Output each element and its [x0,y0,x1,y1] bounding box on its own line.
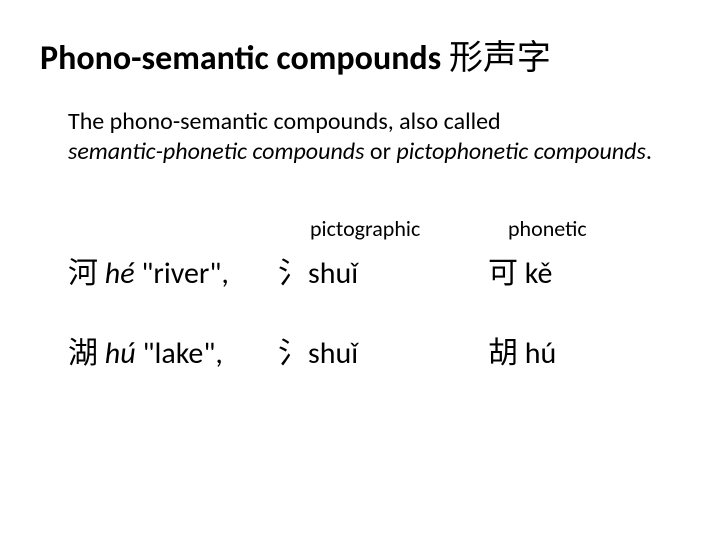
header-pictographic: pictographic [278,215,488,242]
desc-plain-or: or [364,137,396,166]
example-char: 湖 [68,337,98,370]
desc-period: . [646,137,652,166]
pictographic-cell: 氵shuǐ [278,328,488,372]
radical-reading: shuǐ [308,255,358,292]
title-cjk: 形声字 [449,40,551,77]
description-paragraph: The phono-semantic compounds, also calle… [68,107,680,167]
table-row: 河 hé "river", 氵shuǐ 可 kě [68,248,680,292]
table-row: 湖 hú "lake", 氵shuǐ 胡 hú [68,328,680,372]
phonetic-char: 可 [488,257,518,290]
desc-part1: The phono-semantic compounds, also calle… [68,107,501,136]
phonetic-cell: 胡 hú [488,328,688,372]
header-empty [68,215,278,242]
header-phonetic: phonetic [488,215,688,242]
example-gloss: "lake", [142,335,222,372]
example-word: 湖 hú "lake", [68,328,278,372]
example-pinyin: hé [105,255,135,292]
phonetic-char: 胡 [488,337,518,370]
radical-reading: shuǐ [308,335,358,372]
example-pinyin: hú [105,335,136,372]
desc-italic2: pictophonetic compounds [396,137,645,166]
table-header-row: pictographic phonetic [68,215,680,242]
desc-italic1: semantic-phonetic compounds [68,137,364,166]
examples-table: pictographic phonetic 河 hé "river", 氵shu… [68,215,680,372]
pictographic-cell: 氵shuǐ [278,248,488,292]
title-main: Phono-semantic compounds [40,38,441,79]
phonetic-cell: 可 kě [488,248,688,292]
radical-char: 氵 [278,337,308,370]
example-char: 河 [68,257,98,290]
slide-title: Phono-semantic compounds 形声字 [40,30,680,79]
radical-char: 氵 [278,257,308,290]
phonetic-reading: hú [525,335,557,372]
example-word: 河 hé "river", [68,248,278,292]
example-gloss: "river", [141,255,229,292]
phonetic-reading: kě [525,255,553,292]
